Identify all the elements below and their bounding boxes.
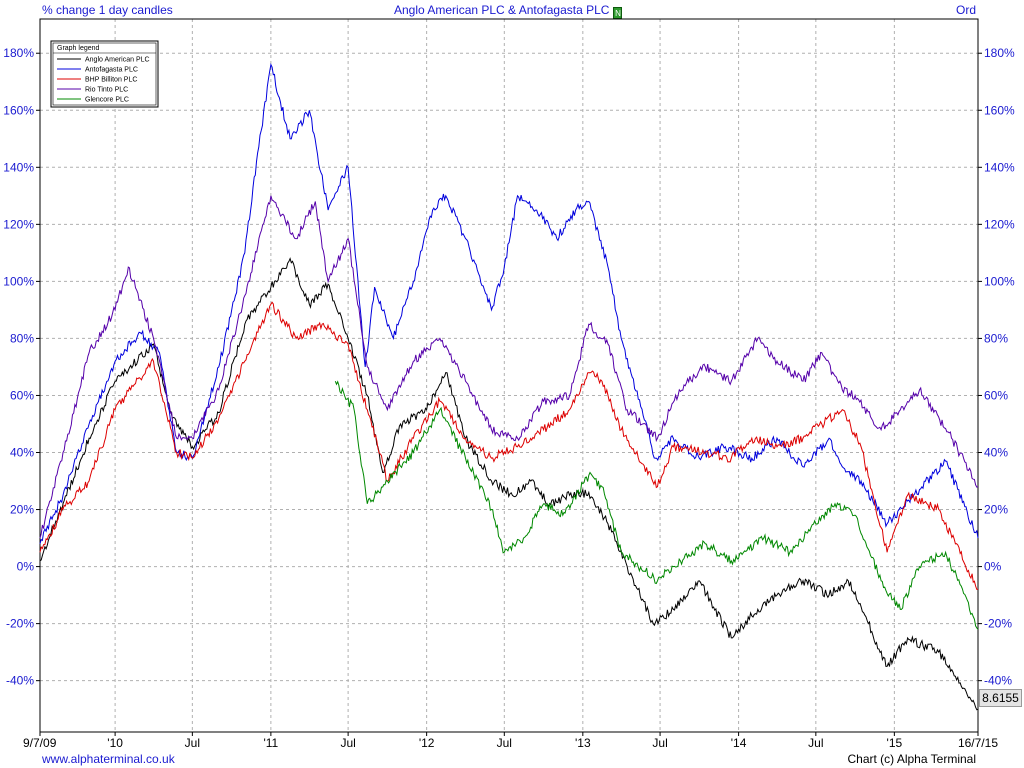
y-tick-label-right: 140% — [984, 160, 1015, 174]
plot-frame — [39, 18, 979, 733]
x-tick-label: '14 — [731, 736, 747, 750]
x-axis: 9/7/09 '10 Jul '11 Jul '12 Jul '13 Jul '14 Jul '15 1… — [23, 732, 998, 750]
legend-entry: Glencore PLC — [85, 97, 129, 104]
graph-legend: Graph legend Anglo American PLC Antofagas… — [50, 40, 159, 108]
y-tick-label-left: 40% — [10, 446, 34, 460]
y-tick-label-left: 140% — [3, 160, 34, 174]
y-tick-label-left: 120% — [3, 217, 34, 231]
y-tick-label-right: 100% — [984, 274, 1015, 288]
y-tick-label-right: 120% — [984, 217, 1015, 231]
y-tick-label-left: 80% — [10, 331, 34, 345]
y-tick-label-right: 80% — [984, 331, 1008, 345]
x-tick-label: '15 — [887, 736, 903, 750]
y-axis-left: -40% -20% 0% 20% 40% 60% 80% 100% 120% 140% 160% 18… — [3, 46, 40, 688]
x-tick-label: '13 — [575, 736, 591, 750]
website-link[interactable]: www.alphaterminal.co.uk — [42, 752, 175, 766]
y-tick-label-left: 20% — [10, 503, 34, 517]
x-tick-label: Jul — [497, 736, 512, 750]
series-line-2 — [39, 301, 978, 590]
y-tick-label-left: 0% — [17, 560, 35, 574]
y-axis-right: -40% -20% 0% 20% 40% 60% 80% 100% 120% 140% 160% 18… — [978, 46, 1015, 688]
legend-box — [50, 40, 159, 108]
y-tick-label-right: 0% — [984, 560, 1002, 574]
x-tick-label: '12 — [419, 736, 435, 750]
y-tick-label-right: 60% — [984, 388, 1008, 402]
y-tick-label-left: -20% — [6, 617, 34, 631]
last-value-badge: 8.6155 — [979, 689, 1022, 707]
y-tick-label-right: 20% — [984, 503, 1008, 517]
y-tick-label-right: -20% — [984, 617, 1012, 631]
y-tick-label-left: 100% — [3, 274, 34, 288]
x-tick-label: Jul — [652, 736, 667, 750]
x-tick-label: Jul — [340, 736, 355, 750]
legend-entry: Anglo American PLC — [85, 57, 150, 64]
y-tick-label-right: -40% — [984, 674, 1012, 688]
y-tick-label-left: 60% — [10, 388, 34, 402]
chart-title-text: Anglo American PLC & Antofagasta PLC — [394, 3, 610, 17]
grid-lines — [40, 19, 978, 732]
legend-inner-border — [52, 42, 157, 106]
legend-entry: BHP Billiton PLC — [85, 77, 137, 84]
y-tick-label-left: -40% — [6, 674, 34, 688]
series-lines — [39, 62, 979, 711]
share-class-label: Ord — [955, 3, 976, 17]
y-tick-label-left: 160% — [3, 103, 34, 117]
series-line-4 — [334, 380, 979, 630]
y-tick-label-left: 180% — [3, 46, 34, 60]
legend-items: Anglo American PLC Antofagasta PLC BHP Bil… — [57, 57, 150, 104]
x-tick-label: 16/7/15 — [958, 736, 998, 750]
chart-period-label: % change 1 day candles — [42, 3, 173, 17]
y-tick-label-right: 180% — [984, 46, 1015, 60]
x-tick-label: Jul — [808, 736, 823, 750]
series-line-1 — [39, 62, 979, 544]
series-line-3 — [39, 195, 979, 539]
x-tick-label: Jul — [185, 736, 200, 750]
legend-entry: Rio Tinto PLC — [85, 87, 128, 94]
y-tick-label-right: 160% — [984, 103, 1015, 117]
x-tick-label: '10 — [107, 736, 123, 750]
legend-entry: Antofagasta PLC — [85, 67, 138, 74]
series-line-0 — [39, 257, 979, 711]
copyright-text: Chart (c) Alpha Terminal — [847, 752, 977, 766]
legend-title: Graph legend — [57, 45, 100, 52]
y-tick-label-right: 40% — [984, 446, 1008, 460]
x-tick-label: '11 — [263, 736, 278, 750]
x-tick-label: 9/7/09 — [23, 736, 57, 750]
